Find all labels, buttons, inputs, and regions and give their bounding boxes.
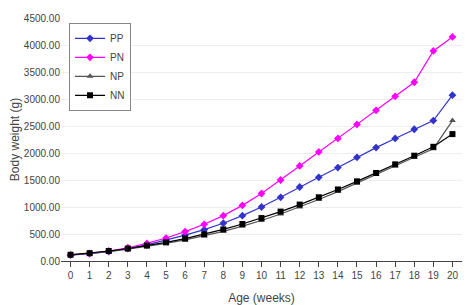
svg-text:5: 5 bbox=[163, 270, 169, 281]
svg-text:PN: PN bbox=[110, 52, 124, 63]
svg-text:2500.00: 2500.00 bbox=[24, 121, 61, 132]
svg-text:7: 7 bbox=[201, 270, 207, 281]
svg-text:9: 9 bbox=[240, 270, 246, 281]
svg-text:3000.00: 3000.00 bbox=[24, 94, 61, 105]
svg-text:13: 13 bbox=[313, 270, 325, 281]
svg-text:11: 11 bbox=[275, 270, 286, 281]
svg-text:8: 8 bbox=[221, 270, 227, 281]
svg-text:Body weight (g): Body weight (g) bbox=[8, 98, 22, 181]
svg-text:500.00: 500.00 bbox=[29, 229, 60, 240]
svg-text:0: 0 bbox=[68, 270, 74, 281]
svg-text:3500.00: 3500.00 bbox=[24, 67, 61, 78]
svg-text:6: 6 bbox=[182, 270, 188, 281]
svg-text:4000.00: 4000.00 bbox=[24, 40, 61, 51]
svg-text:18: 18 bbox=[409, 270, 421, 281]
svg-text:16: 16 bbox=[371, 270, 383, 281]
svg-text:NN: NN bbox=[110, 90, 124, 101]
svg-text:12: 12 bbox=[294, 270, 306, 281]
svg-text:2000.00: 2000.00 bbox=[24, 148, 61, 159]
svg-text:15: 15 bbox=[351, 270, 363, 281]
svg-text:2: 2 bbox=[106, 270, 112, 281]
svg-text:10: 10 bbox=[256, 270, 268, 281]
svg-text:14: 14 bbox=[332, 270, 344, 281]
svg-text:1500.00: 1500.00 bbox=[24, 175, 61, 186]
svg-text:0.00: 0.00 bbox=[41, 256, 61, 267]
svg-text:1000.00: 1000.00 bbox=[24, 202, 61, 213]
svg-text:19: 19 bbox=[428, 270, 440, 281]
svg-text:3: 3 bbox=[125, 270, 131, 281]
svg-text:1: 1 bbox=[87, 270, 93, 281]
svg-text:PP: PP bbox=[110, 33, 124, 44]
svg-text:Age (weeks): Age (weeks) bbox=[228, 291, 295, 305]
svg-text:4500.00: 4500.00 bbox=[24, 13, 61, 24]
svg-text:NP: NP bbox=[110, 71, 124, 82]
svg-text:17: 17 bbox=[390, 270, 402, 281]
svg-text:4: 4 bbox=[144, 270, 150, 281]
svg-text:20: 20 bbox=[447, 270, 459, 281]
